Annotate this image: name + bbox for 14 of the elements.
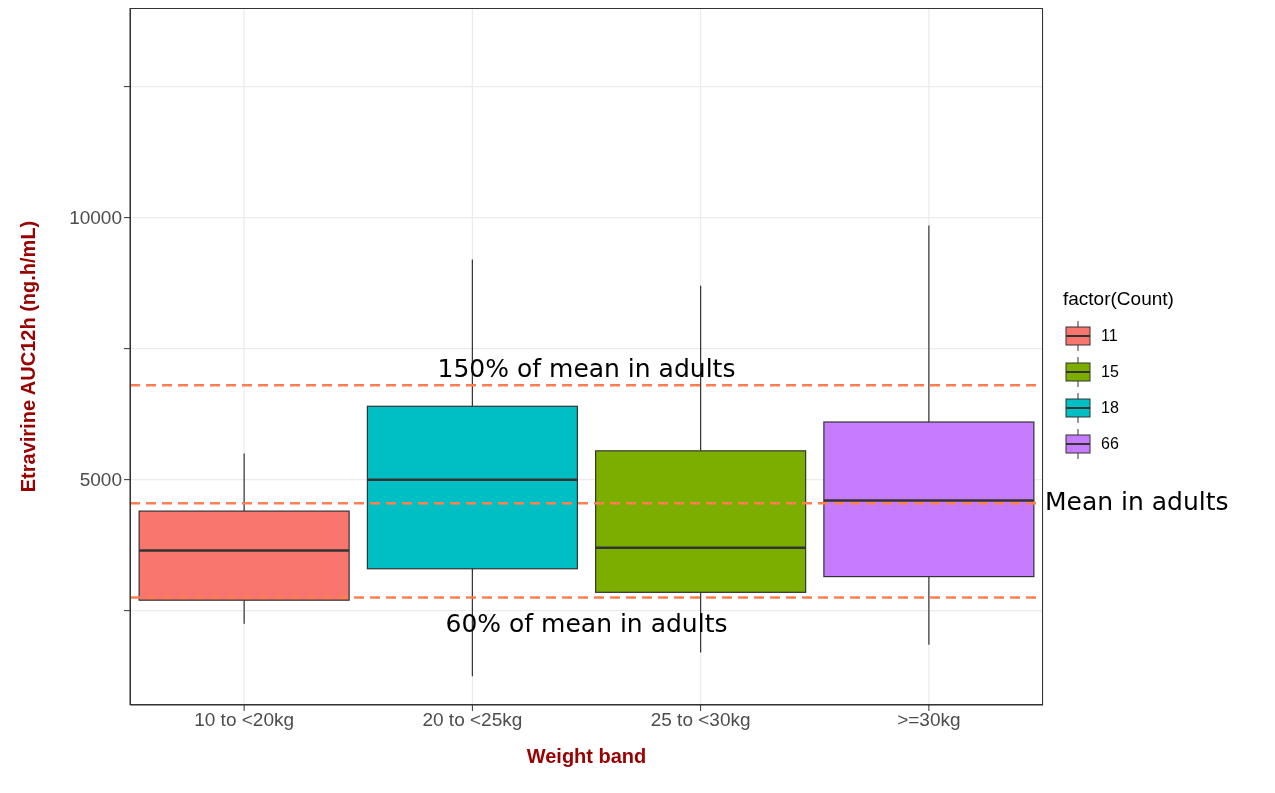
y-tick-label: 5000 [79, 469, 122, 491]
x-tick-label: 20 to <25kg [422, 709, 523, 731]
legend-label: 15 [1101, 363, 1119, 381]
legend-label: 11 [1101, 327, 1118, 345]
y-axis-title: Etravirine AUC12h (ng.h/mL) [17, 220, 40, 493]
x-tick-label: 10 to <20kg [194, 709, 295, 731]
x-axis-title: Weight band [526, 745, 647, 767]
legend-label: 66 [1101, 435, 1119, 453]
legend-label: 18 [1101, 399, 1119, 417]
x-tick-label: 25 to <30kg [650, 709, 751, 731]
legend-title: factor(Count) [1063, 288, 1174, 310]
ref-line-label: Mean in adults [1045, 487, 1229, 517]
x-tick-label: >=30kg [897, 709, 961, 731]
y-tick-label: 10000 [69, 207, 122, 229]
